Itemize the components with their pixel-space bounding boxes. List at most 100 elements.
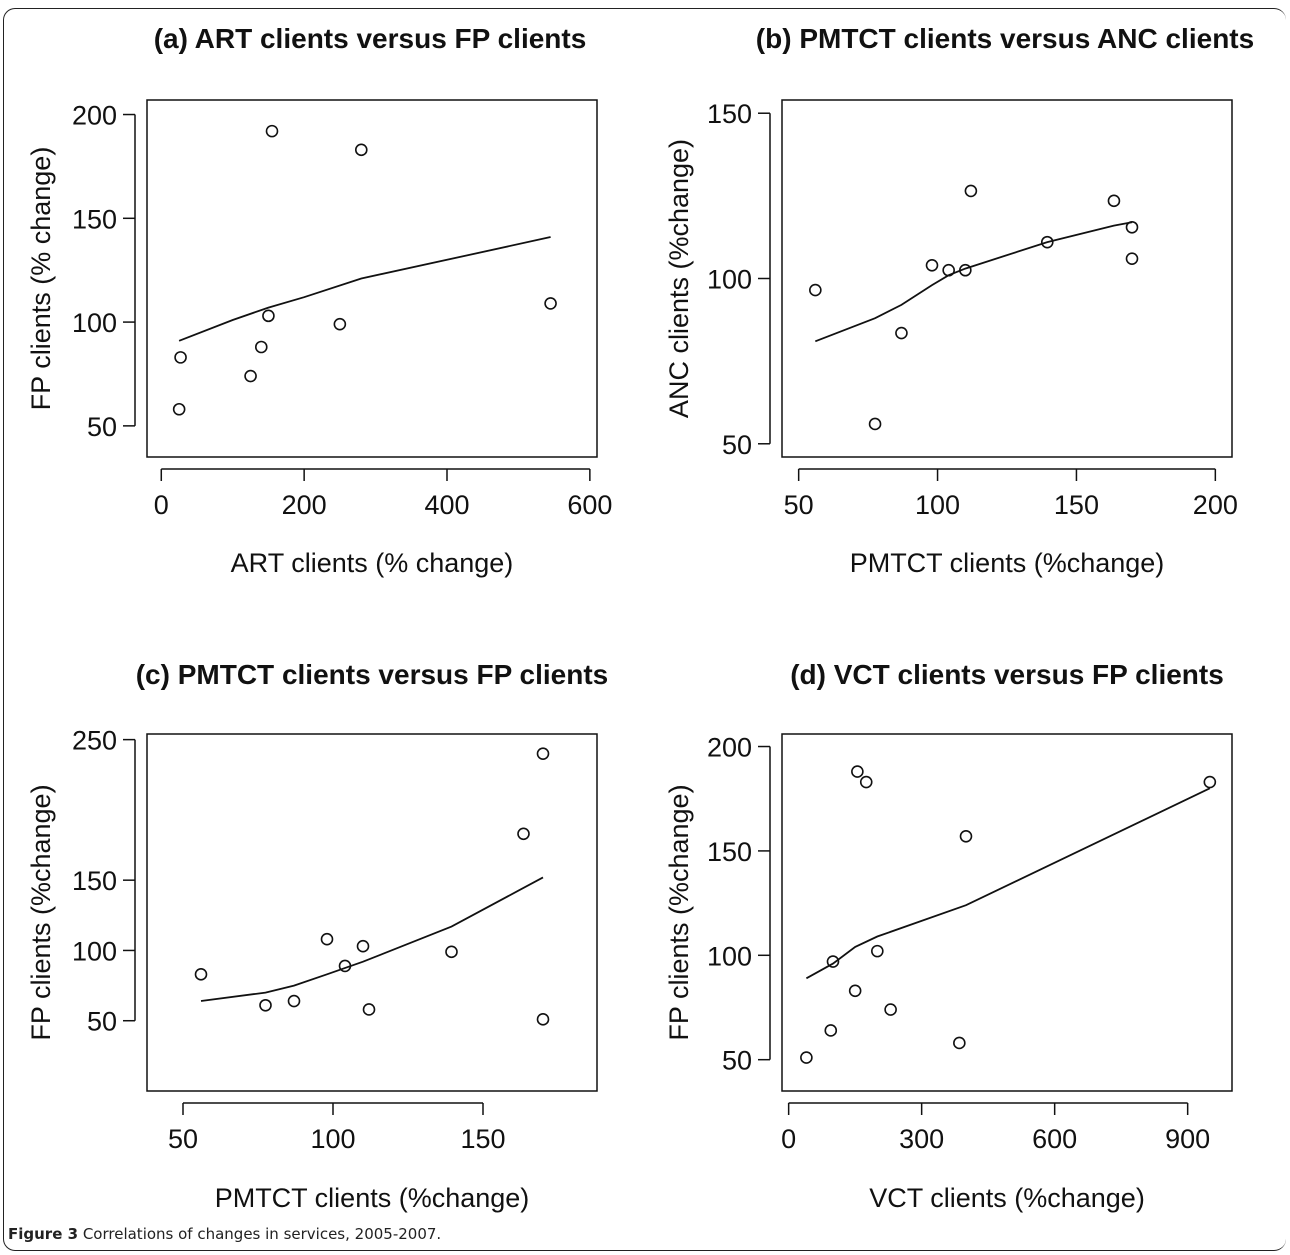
data-point <box>800 1051 813 1064</box>
x-tick-label: 900 <box>1165 1124 1210 1154</box>
y-tick-label: 100 <box>707 941 752 971</box>
data-point <box>194 968 208 981</box>
y-tick-label: 150 <box>72 204 117 234</box>
data-point <box>953 1036 966 1050</box>
data-point <box>262 309 275 323</box>
x-tick-label: 100 <box>915 490 960 520</box>
data-point <box>895 326 908 340</box>
chart-title: (b) PMTCT clients versus ANC clients <box>756 23 1254 54</box>
y-tick-label: 200 <box>707 733 752 763</box>
x-tick-label: 0 <box>154 490 169 520</box>
figure-frame <box>3 8 1286 1251</box>
y-tick-label: 250 <box>72 726 117 756</box>
trend-line <box>805 787 1211 980</box>
data-point <box>871 944 884 958</box>
chart-title: (d) VCT clients versus FP clients <box>790 659 1224 690</box>
data-point <box>1203 775 1217 789</box>
y-tick-label: 50 <box>722 430 752 460</box>
data-point <box>254 340 268 354</box>
panel-b: (b) PMTCT clients versus ANC clients 50 10… <box>664 23 1254 578</box>
data-point <box>517 827 530 841</box>
data-point <box>1125 252 1139 265</box>
data-point <box>259 998 272 1012</box>
panel-a: (a) ART clients versus FP clients 0 200 400… <box>26 23 612 578</box>
x-axis-label: ART clients (% change) <box>231 548 514 578</box>
x-tick-label: 200 <box>1193 490 1238 520</box>
caption-period: . <box>436 1225 442 1243</box>
data-point <box>868 417 882 431</box>
y-tick-label: 50 <box>722 1046 752 1076</box>
data-point <box>172 402 186 416</box>
x-tick-label: 0 <box>781 1124 796 1154</box>
y-tick-label: 100 <box>72 308 117 338</box>
data-point <box>174 351 187 364</box>
plot-area-frame <box>781 733 1233 1092</box>
data-point <box>824 1024 838 1037</box>
data-point <box>1107 194 1121 208</box>
trend-line <box>200 876 544 1002</box>
y-axis-label: ANC clients (%change) <box>664 139 694 418</box>
x-tick-label: 150 <box>1054 490 1099 520</box>
data-point <box>244 369 257 383</box>
chart-title: (c) PMTCT clients versus FP clients <box>136 659 609 690</box>
x-tick-label: 600 <box>567 490 612 520</box>
figure-caption: Figure 3 Correlations of changes in serv… <box>8 1225 441 1243</box>
data-point <box>320 932 334 946</box>
data-point <box>925 258 939 272</box>
panel-d: (d) VCT clients versus FP clients 0 300 600… <box>664 659 1233 1213</box>
trend-line <box>178 236 551 342</box>
data-point <box>536 747 550 760</box>
x-axis-label: PMTCT clients (%change) <box>850 548 1165 578</box>
y-tick-label: 50 <box>87 412 117 442</box>
data-point <box>959 263 972 277</box>
data-point <box>942 263 955 277</box>
caption-label: Figure 3 <box>8 1225 79 1243</box>
x-tick-label: 300 <box>899 1124 944 1154</box>
x-axis-label: VCT clients (%change) <box>869 1183 1145 1213</box>
y-tick-label: 150 <box>707 837 752 867</box>
y-tick-label: 100 <box>72 936 117 966</box>
x-tick-label: 50 <box>168 1124 198 1154</box>
x-tick-label: 100 <box>310 1124 355 1154</box>
panel-c: (c) PMTCT clients versus FP clients 50 100… <box>26 659 608 1213</box>
data-point <box>356 939 370 953</box>
plot-area-frame <box>781 99 1233 458</box>
y-tick-label: 150 <box>707 99 752 129</box>
data-point <box>826 955 840 968</box>
y-tick-label: 50 <box>87 1007 117 1037</box>
data-point <box>809 283 822 297</box>
x-tick-label: 50 <box>784 490 814 520</box>
x-tick-label: 400 <box>424 490 469 520</box>
data-point <box>287 994 301 1008</box>
data-point <box>536 1013 550 1026</box>
data-point <box>333 317 347 331</box>
x-tick-label: 600 <box>1032 1124 1077 1154</box>
data-point <box>851 765 864 778</box>
data-point <box>859 775 873 789</box>
y-tick-label: 200 <box>72 101 117 131</box>
data-point <box>1125 220 1139 234</box>
data-point <box>362 1003 376 1016</box>
data-point <box>265 124 279 138</box>
caption-text: Correlations of changes in services, 200… <box>82 1225 437 1243</box>
y-tick-label: 150 <box>72 866 117 896</box>
data-point <box>848 984 862 998</box>
data-point <box>1040 235 1054 249</box>
y-axis-label: FP clients (%change) <box>26 784 56 1040</box>
data-point <box>884 1003 897 1016</box>
data-point <box>544 297 557 310</box>
x-tick-label: 200 <box>282 490 327 520</box>
trend-line <box>814 221 1133 343</box>
x-tick-label: 150 <box>460 1124 505 1154</box>
data-point <box>964 184 978 198</box>
data-point <box>354 143 368 157</box>
y-axis-label: FP clients (% change) <box>26 147 56 411</box>
y-axis-label: FP clients (%change) <box>664 784 694 1040</box>
plot-area-frame <box>146 99 598 458</box>
data-point <box>445 945 458 959</box>
y-tick-label: 100 <box>707 265 752 295</box>
data-point <box>959 829 973 843</box>
data-point <box>338 959 352 973</box>
chart-title: (a) ART clients versus FP clients <box>154 23 587 54</box>
